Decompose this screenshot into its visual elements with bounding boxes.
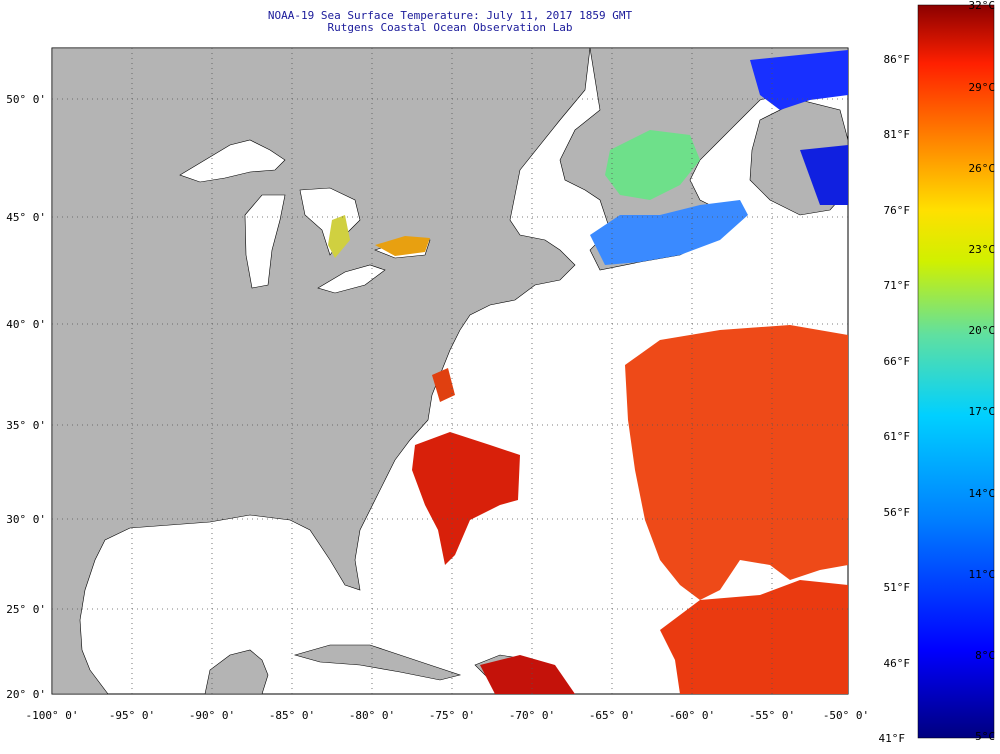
map-title: NOAA-19 Sea Surface Temperature: July 11… (0, 10, 900, 34)
colorbar-fahrenheit-label: 41°F (879, 732, 906, 745)
lon-label: -75° 0' (429, 709, 475, 722)
colorbar-celsius-label: 26°C (969, 162, 996, 175)
sst-southeast-swath (660, 580, 848, 694)
lake-superior (179, 139, 286, 183)
colorbar-celsius-label: 17°C (969, 405, 996, 418)
colorbar-fahrenheit-label: 71°F (884, 279, 911, 292)
colorbar-fahrenheit-label: 76°F (884, 204, 911, 217)
colorbar-fahrenheit-label: 46°F (884, 657, 911, 670)
sst-chesapeake (432, 368, 455, 402)
sst-labrador (750, 50, 848, 110)
colorbar-celsius-label: 11°C (969, 568, 996, 581)
sst-caribbean (480, 655, 575, 694)
land-yucatan (204, 649, 269, 694)
lon-label: -100° 0' (26, 709, 79, 722)
sst-lake-erie (375, 236, 430, 256)
lat-label: 30° 0' (6, 513, 46, 526)
lon-label: -50° 0' (823, 709, 869, 722)
colorbar-celsius-labels: 32°C 29°C 26°C 23°C 20°C 17°C 14°C 11°C … (969, 0, 996, 743)
lon-label: -90° 0' (189, 709, 235, 722)
colorbar-fahrenheit-label: 61°F (884, 430, 911, 443)
lon-label: -70° 0' (509, 709, 555, 722)
colorbar-fahrenheit-label: 86°F (884, 53, 911, 66)
lat-label: 25° 0' (6, 603, 46, 616)
colorbar-celsius-label: 20°C (969, 324, 996, 337)
colorbar-celsius-label: 5°C (975, 730, 995, 743)
colorbar-fahrenheit-label: 56°F (884, 506, 911, 519)
latitude-labels: 50° 0' 45° 0' 40° 0' 35° 0' 30° 0' 25° 0… (6, 93, 46, 701)
colorbar-fahrenheit-label: 81°F (884, 128, 911, 141)
sst-gulf-of-maine (590, 200, 748, 265)
sst-east-swath (625, 325, 848, 600)
longitude-labels: -100° 0' -95° 0' -90° 0' -85° 0' -80° 0'… (26, 709, 870, 722)
land-north-america (52, 48, 591, 694)
sst-gulf-st-lawrence (605, 130, 700, 200)
lon-label: -80° 0' (349, 709, 395, 722)
lon-label: -95° 0' (109, 709, 155, 722)
lat-label: 35° 0' (6, 419, 46, 432)
lat-label: 45° 0' (6, 211, 46, 224)
colorbar-fahrenheit-label: 51°F (884, 581, 911, 594)
lon-label: -55° 0' (749, 709, 795, 722)
colorbar-celsius-label: 29°C (969, 81, 996, 94)
colorbar-celsius-label: 32°C (969, 0, 996, 12)
colorbar-celsius-label: 23°C (969, 243, 996, 256)
colorbar-celsius-label: 14°C (969, 487, 996, 500)
lon-label: -85° 0' (269, 709, 315, 722)
lake-michigan (244, 194, 286, 289)
lat-label: 20° 0' (6, 688, 46, 701)
colorbar (917, 4, 995, 739)
land-cuba (293, 644, 462, 681)
sst-lake-michigan (328, 215, 350, 258)
colorbar-fahrenheit-labels: 86°F 81°F 76°F 71°F 66°F 61°F 56°F 51°F … (879, 53, 911, 745)
sst-gulf-stream-west (412, 432, 520, 565)
colorbar-celsius-label: 8°C (975, 649, 995, 662)
title-line-2: Rutgens Coastal Ocean Observation Lab (327, 21, 573, 34)
lat-label: 50° 0' (6, 93, 46, 106)
title-line-1: NOAA-19 Sea Surface Temperature: July 11… (267, 9, 633, 22)
colorbar-fahrenheit-label: 66°F (884, 355, 911, 368)
lon-label: -65° 0' (589, 709, 635, 722)
lat-label: 40° 0' (6, 318, 46, 331)
sst-newfoundland-east (800, 145, 848, 205)
lake-erie (317, 264, 386, 294)
lon-label: -60° 0' (669, 709, 715, 722)
